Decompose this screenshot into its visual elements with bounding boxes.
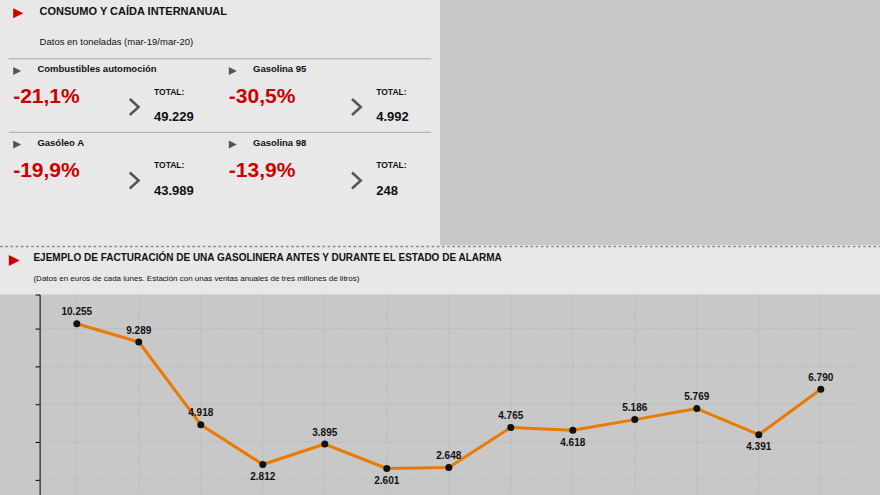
bullet-icon [9, 255, 20, 266]
chart-subtitle: (Datos en euros de cada lunes. Estación … [33, 274, 359, 283]
stat-label: Combustibles automoción [37, 63, 156, 74]
bullet-icon [229, 67, 237, 75]
point [259, 461, 266, 468]
y-tick-mark [36, 329, 40, 330]
point [755, 431, 762, 438]
y-tick-mark [36, 480, 40, 481]
data-label: 3.895 [312, 427, 337, 438]
point [507, 424, 514, 431]
data-label: 4.918 [188, 407, 213, 418]
y-tick [36, 366, 40, 367]
bullet-icon [13, 8, 23, 18]
point [383, 465, 390, 472]
line-chart: 10.255 9.289 4.918 2.812 3.895 2.601 2.648 4.76… [36, 295, 858, 495]
bullet-icon [229, 140, 237, 148]
grid-line-y [40, 479, 858, 480]
line [77, 324, 821, 469]
data-label: 5.186 [622, 402, 647, 413]
panel-subtitle: Datos en toneladas (mar-19/mar-20) [40, 36, 194, 47]
stat-total-value: 248 [376, 183, 398, 198]
stat-total-value: 4.992 [376, 109, 409, 124]
point [321, 441, 328, 448]
grid-line-x [820, 295, 821, 495]
y-tick [36, 480, 40, 481]
point [693, 405, 700, 412]
grid [40, 295, 858, 495]
chevron-icon [130, 173, 139, 189]
data-label: 10.255 [62, 306, 93, 317]
chevron-icon [352, 99, 361, 115]
stat-total-label: TOTAL: [376, 87, 407, 97]
grid-line-x [758, 295, 759, 495]
grid-line-y [40, 328, 858, 329]
grid-line-y [40, 404, 858, 405]
chevron-icon [352, 173, 361, 189]
data-label: 2.812 [250, 471, 275, 482]
divider [9, 132, 431, 133]
grid-line-x [634, 295, 635, 495]
data-label: 4.765 [498, 410, 523, 421]
chart-title: EJEMPLO DE FACTURACIÓN DE UNA GASOLINERA… [33, 251, 501, 263]
bullet-icon [13, 140, 21, 148]
stats-panel: CONSUMO Y CAÍDA INTERNANUAL Datos en tone… [0, 0, 440, 245]
stat-percent: -13,9% [229, 158, 296, 181]
y-tick-mark [36, 404, 40, 405]
plot-area [73, 320, 824, 472]
stat-total-value: 43.989 [154, 183, 194, 198]
point [631, 416, 638, 423]
y-tick [36, 329, 40, 330]
data-label: 5.769 [684, 391, 709, 402]
point [445, 464, 452, 471]
stat-total-label: TOTAL: [154, 87, 185, 97]
y-axis-line [36, 295, 41, 495]
data-label: 4.391 [746, 441, 771, 452]
dotted-border [0, 246, 880, 247]
point [569, 427, 576, 434]
stat-label: Gasóleo A [37, 137, 84, 148]
chevron-icon [130, 99, 139, 115]
header-background [0, 245, 880, 295]
stat-total-value: 49.229 [154, 109, 194, 124]
data-label: 2.601 [374, 475, 399, 486]
stat-total-label: TOTAL: [154, 160, 185, 170]
y-axis [36, 295, 41, 495]
y-tick [36, 404, 40, 405]
point [135, 338, 142, 345]
data-label: 4.618 [560, 437, 585, 448]
stat-label: Gasolina 98 [253, 137, 306, 148]
y-tick-mark [36, 366, 40, 367]
data-label: 6.790 [808, 372, 833, 383]
point [197, 421, 204, 428]
grid-line-x [510, 295, 511, 495]
grid-line-y [40, 442, 858, 443]
y-tick-mark [36, 442, 40, 443]
stat-percent: -30,5% [229, 84, 296, 107]
point [817, 386, 824, 393]
stat-percent: -21,1% [13, 84, 80, 107]
stat-percent: -19,9% [13, 158, 80, 181]
grid-line-y [40, 366, 858, 367]
divider [9, 58, 431, 59]
data-label: 2.648 [436, 450, 461, 461]
stat-label: Gasolina 95 [253, 63, 307, 74]
section-header: EJEMPLO DE FACTURACIÓN DE UNA GASOLINERA… [0, 245, 880, 295]
y-tick [36, 442, 40, 443]
data-label: 9.289 [126, 325, 151, 336]
grid-line-x [324, 295, 325, 495]
grid-line-x [200, 295, 201, 495]
point [73, 320, 80, 327]
figure: CONSUMO Y CAÍDA INTERNANUAL Datos en tone… [0, 0, 880, 495]
bullet-icon [13, 67, 21, 75]
grid-line-x [572, 295, 573, 495]
data-labels: 10.255 9.289 4.918 2.812 3.895 2.601 2.648 4.76… [62, 306, 834, 486]
panel-title: CONSUMO Y CAÍDA INTERNANUAL [40, 5, 228, 17]
panel-background [0, 0, 440, 245]
stat-total-label: TOTAL: [376, 160, 407, 170]
grid-line-x [386, 295, 387, 495]
